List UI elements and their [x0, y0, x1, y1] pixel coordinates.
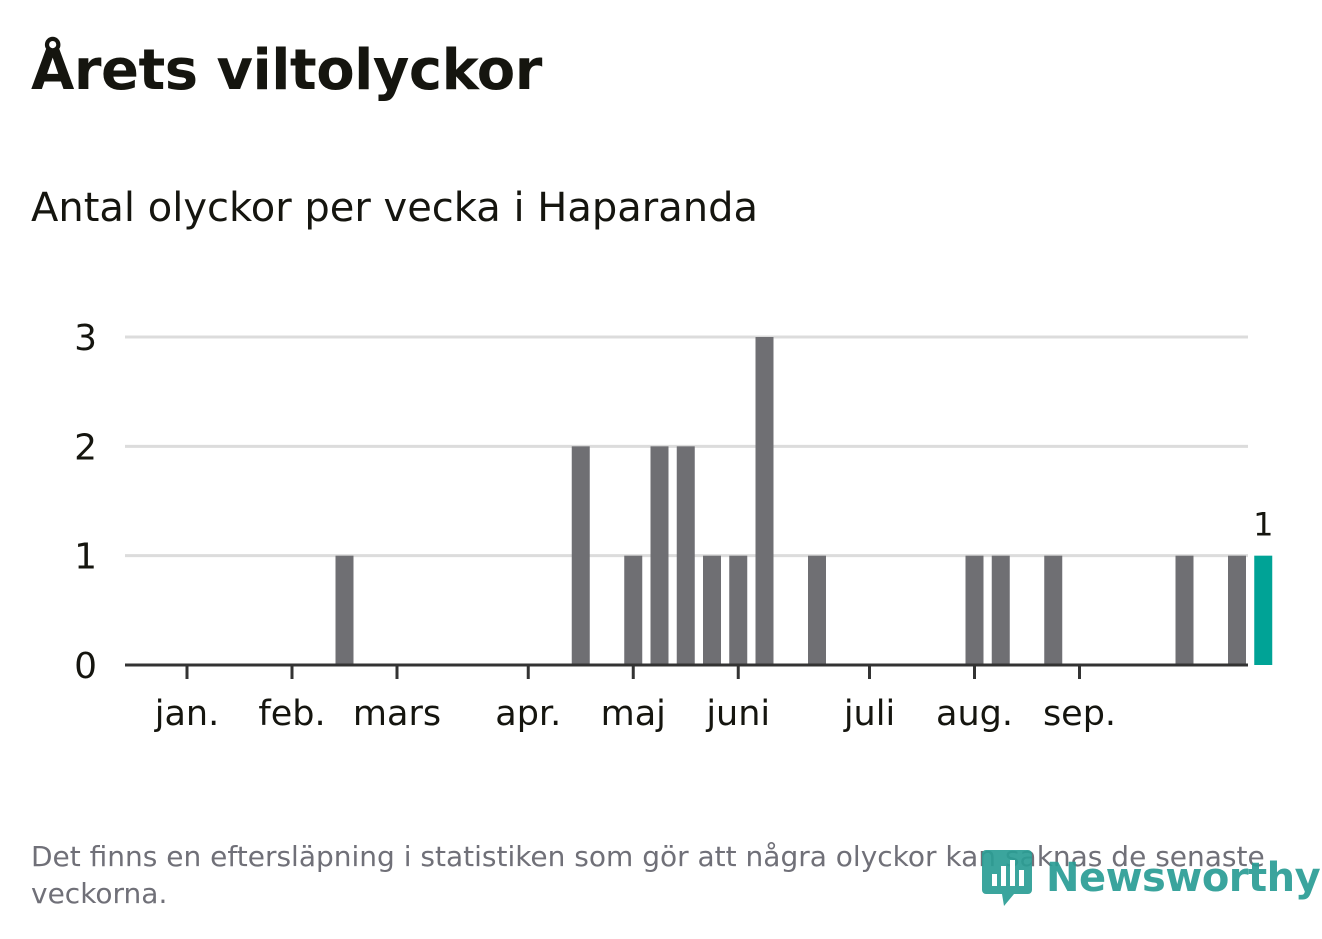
x-axis-labels: jan. feb. mars apr. maj juni juli aug. sep. — [154, 694, 1116, 734]
y-tick-label-1: 1 — [74, 537, 97, 578]
bar-week-16 — [571, 446, 590, 665]
bar-week-18 — [624, 555, 643, 665]
x-axis — [125, 663, 1248, 679]
x-tick-label-juni: juni — [705, 694, 770, 734]
bar-week-23 — [755, 337, 774, 665]
bars — [335, 337, 1273, 665]
x-tick-label-juli: juli — [843, 694, 895, 734]
chart-title: Årets viltolyckor — [31, 38, 542, 103]
newsworthy-logo: Newsworthy — [980, 846, 1321, 910]
x-tick-label-aug: aug. — [936, 694, 1013, 734]
bar-week-34 — [1044, 555, 1063, 665]
bar-week-20 — [676, 446, 695, 665]
y-axis-labels: 0 1 2 3 — [74, 318, 97, 687]
bar-chart-badge-icon — [982, 850, 1032, 906]
x-tick-label-maj: maj — [601, 694, 666, 734]
bar-week-25 — [808, 555, 826, 665]
bar-week-41 — [1228, 555, 1246, 665]
x-tick-label-sep: sep. — [1043, 694, 1116, 734]
x-tick-label-apr: apr. — [495, 694, 561, 734]
chart-subtitle: Antal olyckor per vecka i Haparanda — [31, 185, 759, 231]
bar-week-39 — [1175, 555, 1194, 665]
bar-week-19 — [650, 446, 669, 665]
y-tick-label-0: 0 — [74, 646, 97, 687]
footnote: Det finns en eftersläpning i statistiken… — [31, 840, 1265, 910]
y-tick-label-2: 2 — [74, 427, 97, 468]
bar-week-22 — [729, 555, 748, 665]
bar-week-7 — [335, 555, 354, 665]
latest-value-label: 1 — [1253, 506, 1273, 544]
y-tick-label-3: 3 — [74, 318, 97, 359]
bar-week-31 — [965, 555, 984, 665]
bar-latest-week — [1254, 555, 1273, 665]
x-tick-label-mars: mars — [353, 694, 441, 734]
bar-week-21 — [703, 555, 721, 665]
annotations: 1 — [1253, 506, 1273, 544]
bar-week-32 — [991, 555, 1010, 665]
bar-chart: 0 1 2 3 jan. feb. mars apr. maj juni juli aug. sep.… — [74, 318, 1273, 734]
brand-name: Newsworthy — [1046, 855, 1321, 901]
x-tick-label-feb: feb. — [258, 694, 325, 734]
x-tick-label-jan: jan. — [154, 694, 219, 734]
